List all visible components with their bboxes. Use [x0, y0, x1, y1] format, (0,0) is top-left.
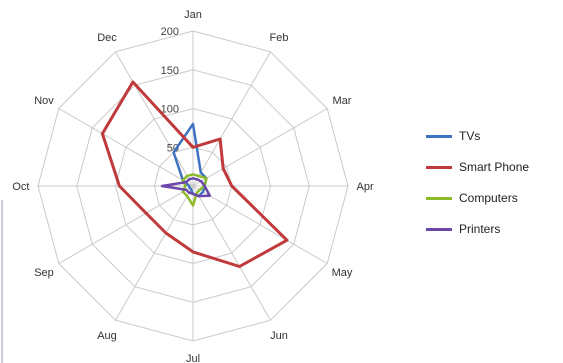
- category-label-oct: Oct: [12, 181, 29, 193]
- spoke-nov: [58, 108, 194, 187]
- spoke-may: [192, 185, 328, 264]
- legend-label-tvs: TVs: [459, 129, 481, 143]
- category-label-jan: Jan: [184, 9, 202, 21]
- left-edge-rule: [1, 200, 3, 363]
- legend-swatch-tvs: [426, 135, 452, 138]
- category-label-may: May: [332, 267, 353, 279]
- radial-tick-label-150: 150: [161, 65, 179, 77]
- category-label-jun: Jun: [270, 330, 288, 342]
- spoke-feb: [192, 51, 271, 187]
- radial-tick-label-100: 100: [161, 104, 179, 116]
- legend-label-computers: Computers: [459, 191, 518, 205]
- spoke-sep: [58, 185, 194, 264]
- spoke-jun: [192, 185, 271, 321]
- radial-tick-label-50: 50: [167, 142, 179, 154]
- series-line-printers: [160, 177, 212, 198]
- legend-label-printers: Printers: [459, 222, 501, 236]
- legend-swatch-computers: [426, 197, 452, 200]
- category-label-jul: Jul: [186, 353, 200, 363]
- legend-label-smart-phones: Smart Phone: [459, 160, 530, 174]
- spoke-mar: [192, 108, 328, 187]
- category-label-dec: Dec: [97, 32, 117, 44]
- spoke-aug: [115, 185, 194, 321]
- category-label-apr: Apr: [357, 181, 374, 193]
- category-label-aug: Aug: [97, 330, 117, 342]
- category-label-feb: Feb: [270, 32, 289, 44]
- series-line-computers: [181, 173, 208, 207]
- spoke-dec: [115, 51, 194, 187]
- category-label-mar: Mar: [333, 95, 352, 107]
- series-line-smart-phones: [100, 80, 289, 268]
- category-label-sep: Sep: [34, 267, 54, 279]
- legend-swatch-smart-phones: [426, 166, 452, 169]
- legend-swatch-printers: [426, 228, 452, 231]
- category-label-nov: Nov: [34, 95, 54, 107]
- radial-tick-label-200: 200: [161, 26, 179, 38]
